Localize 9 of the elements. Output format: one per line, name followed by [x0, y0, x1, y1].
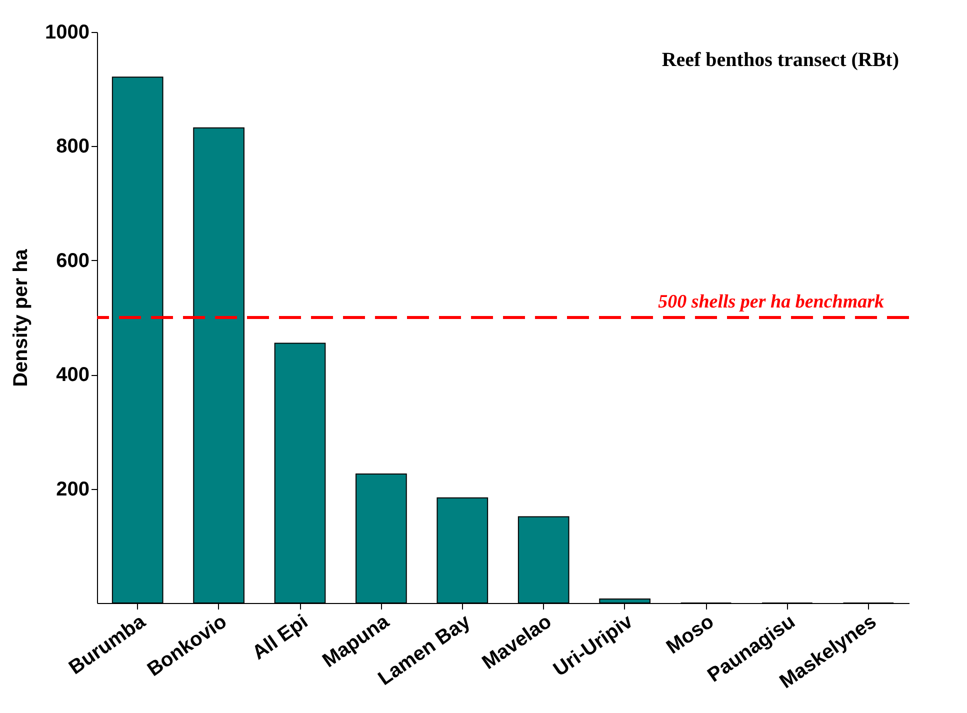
y-tick-label: 400	[56, 364, 90, 386]
annotation: Reef benthos transect (RBt)	[662, 49, 899, 71]
y-tick-label: 600	[56, 250, 90, 272]
x-tick-label: All Epi	[248, 610, 312, 664]
y-tick-label: 800	[56, 136, 90, 158]
y-tick-label: 200	[56, 478, 90, 500]
ref-line-label: 500 shells per ha benchmark	[658, 292, 884, 312]
y-axis-title: Density per ha	[10, 248, 32, 387]
y-tick-label: 1000	[45, 22, 90, 44]
